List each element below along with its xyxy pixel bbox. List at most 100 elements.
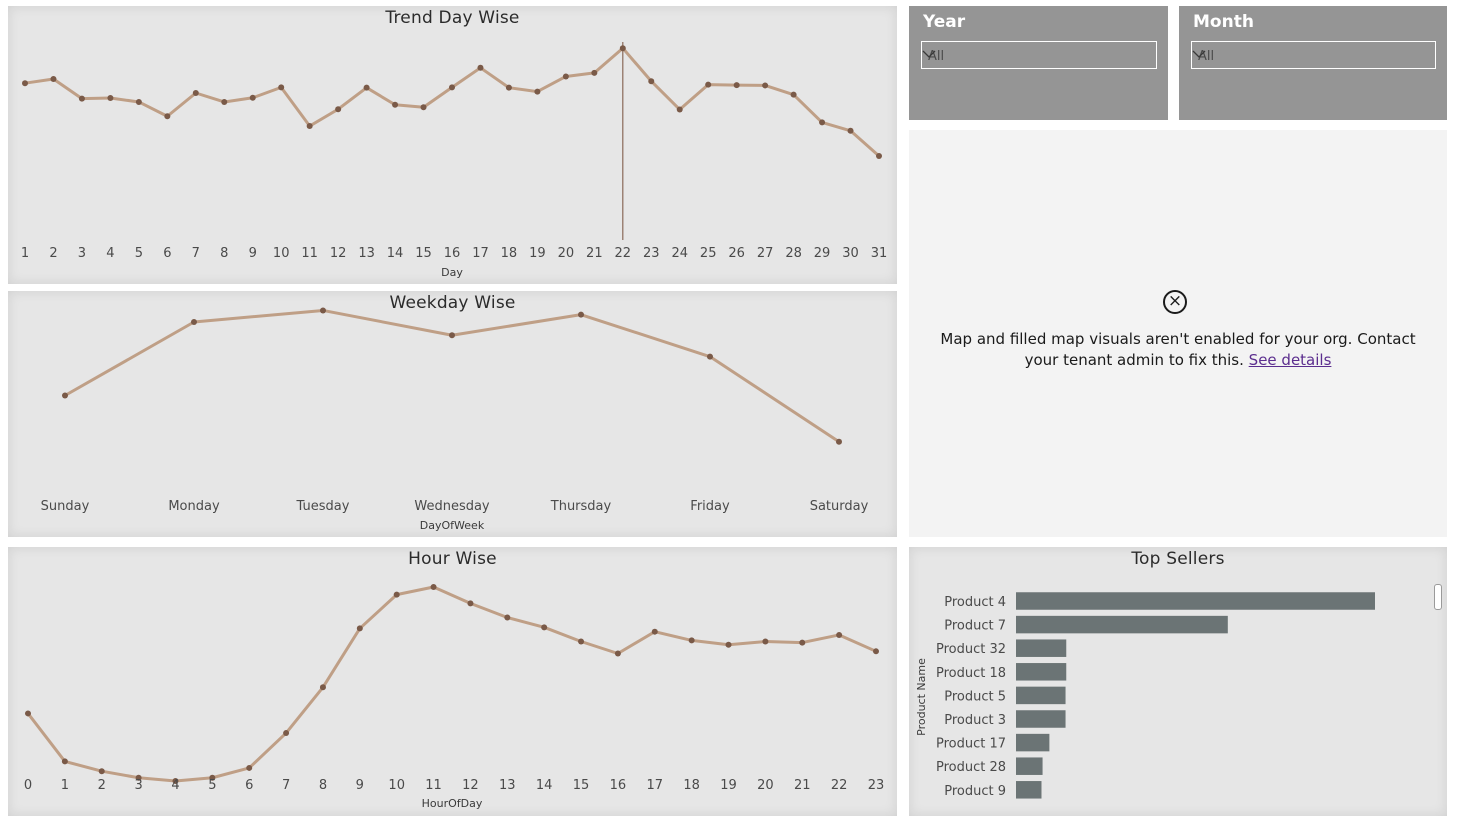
x-tick-label: 19 <box>720 778 737 793</box>
x-tick-label: 12 <box>330 246 347 261</box>
bar-category-label: Product 18 <box>936 666 1006 681</box>
data-point <box>135 774 142 781</box>
x-tick-label: 15 <box>573 778 590 793</box>
data-point <box>430 584 437 590</box>
x-tick-label: 26 <box>728 246 745 261</box>
x-axis-label: HourOfDay <box>422 797 483 810</box>
bar <box>1016 757 1043 775</box>
map-error-message: Map and filled map visuals aren't enable… <box>929 329 1427 371</box>
top-sellers-panel: Top Sellers Product 4 Product 7 Product 32… <box>909 547 1447 816</box>
data-point <box>591 69 598 76</box>
data-point <box>619 45 626 52</box>
trend-day-chart[interactable]: 1 2 3 4 5 6 7 8 9 10 11 12 13 14 15 16 17 18 19 20 21 22 23 24 2… <box>8 6 897 284</box>
x-tick-label: 1 <box>61 778 69 793</box>
x-tick-label: 20 <box>757 778 774 793</box>
x-tick-label: 16 <box>610 778 627 793</box>
x-tick-label: 4 <box>171 778 179 793</box>
data-point <box>534 88 541 95</box>
data-point <box>50 76 57 82</box>
hour-chart[interactable]: 0 1 2 3 4 5 6 7 8 9 10 11 12 13 14 15 16 17 18 19 20 21 22 23Ho… <box>8 547 897 816</box>
data-point <box>578 638 585 645</box>
bar <box>1016 710 1066 728</box>
month-slicer-title: Month <box>1193 12 1254 32</box>
data-point <box>790 91 797 98</box>
year-slicer-title: Year <box>923 12 966 32</box>
weekday-chart[interactable]: Sunday Monday Tuesday Wednesday Thursday Frid… <box>8 291 897 537</box>
data-point <box>688 637 695 644</box>
data-point <box>876 153 882 159</box>
x-tick-label: 1 <box>21 246 29 261</box>
data-point <box>192 90 199 96</box>
data-point <box>420 104 427 111</box>
year-slicer: Year All <box>909 6 1168 120</box>
data-point <box>651 628 658 635</box>
data-point <box>135 98 142 105</box>
data-point <box>762 82 769 89</box>
data-point <box>392 101 399 108</box>
data-point <box>705 81 712 88</box>
data-point <box>62 392 68 399</box>
data-point <box>847 127 854 134</box>
x-tick-label: 7 <box>282 778 290 793</box>
data-point <box>762 638 769 645</box>
data-point <box>363 84 370 91</box>
data-point <box>578 311 584 318</box>
x-tick-label: 21 <box>586 246 603 261</box>
data-point <box>22 80 28 87</box>
data-point <box>676 106 683 113</box>
x-tick-label: 5 <box>208 778 216 793</box>
see-details-link[interactable]: See details <box>1248 351 1332 369</box>
bar-category-label: Product 17 <box>936 737 1006 752</box>
x-tick-label: 11 <box>425 778 442 793</box>
data-point <box>393 591 400 598</box>
data-point <box>164 113 171 120</box>
x-tick-label: 13 <box>499 778 516 793</box>
bar <box>1016 592 1375 610</box>
data-point <box>477 64 484 71</box>
data-point <box>873 648 879 655</box>
data-point <box>505 84 512 91</box>
data-point <box>449 332 455 339</box>
x-tick-label: Monday <box>168 499 220 514</box>
trend-day-title: Trend Day Wise <box>385 8 520 28</box>
x-tick-label: 11 <box>301 246 318 261</box>
bar-category-label: Product 7 <box>944 619 1006 634</box>
x-tick-label: 20 <box>558 246 575 261</box>
x-tick-label: 7 <box>192 246 200 261</box>
bar <box>1016 781 1042 799</box>
x-tick-label: 19 <box>529 246 546 261</box>
data-point <box>246 764 253 771</box>
data-point <box>98 768 105 775</box>
data-point <box>172 778 179 785</box>
data-point <box>335 106 342 113</box>
year-dropdown[interactable]: All <box>921 41 1157 69</box>
bar <box>1016 663 1067 681</box>
x-tick-label: 9 <box>356 778 364 793</box>
x-tick-label: 23 <box>643 246 660 261</box>
month-dropdown[interactable]: All <box>1191 41 1436 69</box>
bar-category-label: Product 9 <box>944 784 1006 799</box>
data-point <box>78 95 85 102</box>
x-tick-label: 9 <box>249 246 257 261</box>
x-tick-label: 2 <box>98 778 106 793</box>
x-tick-label: 8 <box>319 778 327 793</box>
x-tick-label: 10 <box>388 778 405 793</box>
x-tick-label: 15 <box>415 246 432 261</box>
x-tick-label: 29 <box>814 246 831 261</box>
data-point <box>449 84 455 91</box>
year-dropdown-value: All <box>928 49 945 64</box>
x-tick-label: 3 <box>134 778 142 793</box>
bar-category-label: Product 4 <box>944 595 1006 610</box>
x-tick-label: 24 <box>671 246 688 261</box>
x-tick-label: Wednesday <box>414 499 490 514</box>
top-sellers-chart[interactable]: Product 4 Product 7 Product 32 Product 18 Pr… <box>909 547 1447 816</box>
close-circle-icon: × <box>1163 290 1187 314</box>
map-panel: × Map and filled map visuals aren't enab… <box>909 130 1447 537</box>
bar-category-label: Product 5 <box>944 689 1006 704</box>
x-tick-label: 31 <box>871 246 888 261</box>
data-point <box>107 95 114 102</box>
x-tick-label: 4 <box>106 246 114 261</box>
scrollbar-thumb[interactable] <box>1434 584 1442 610</box>
weekday-panel: Weekday Wise Sunday Monday Tuesday Wednesda… <box>8 291 897 537</box>
bar <box>1016 639 1067 657</box>
